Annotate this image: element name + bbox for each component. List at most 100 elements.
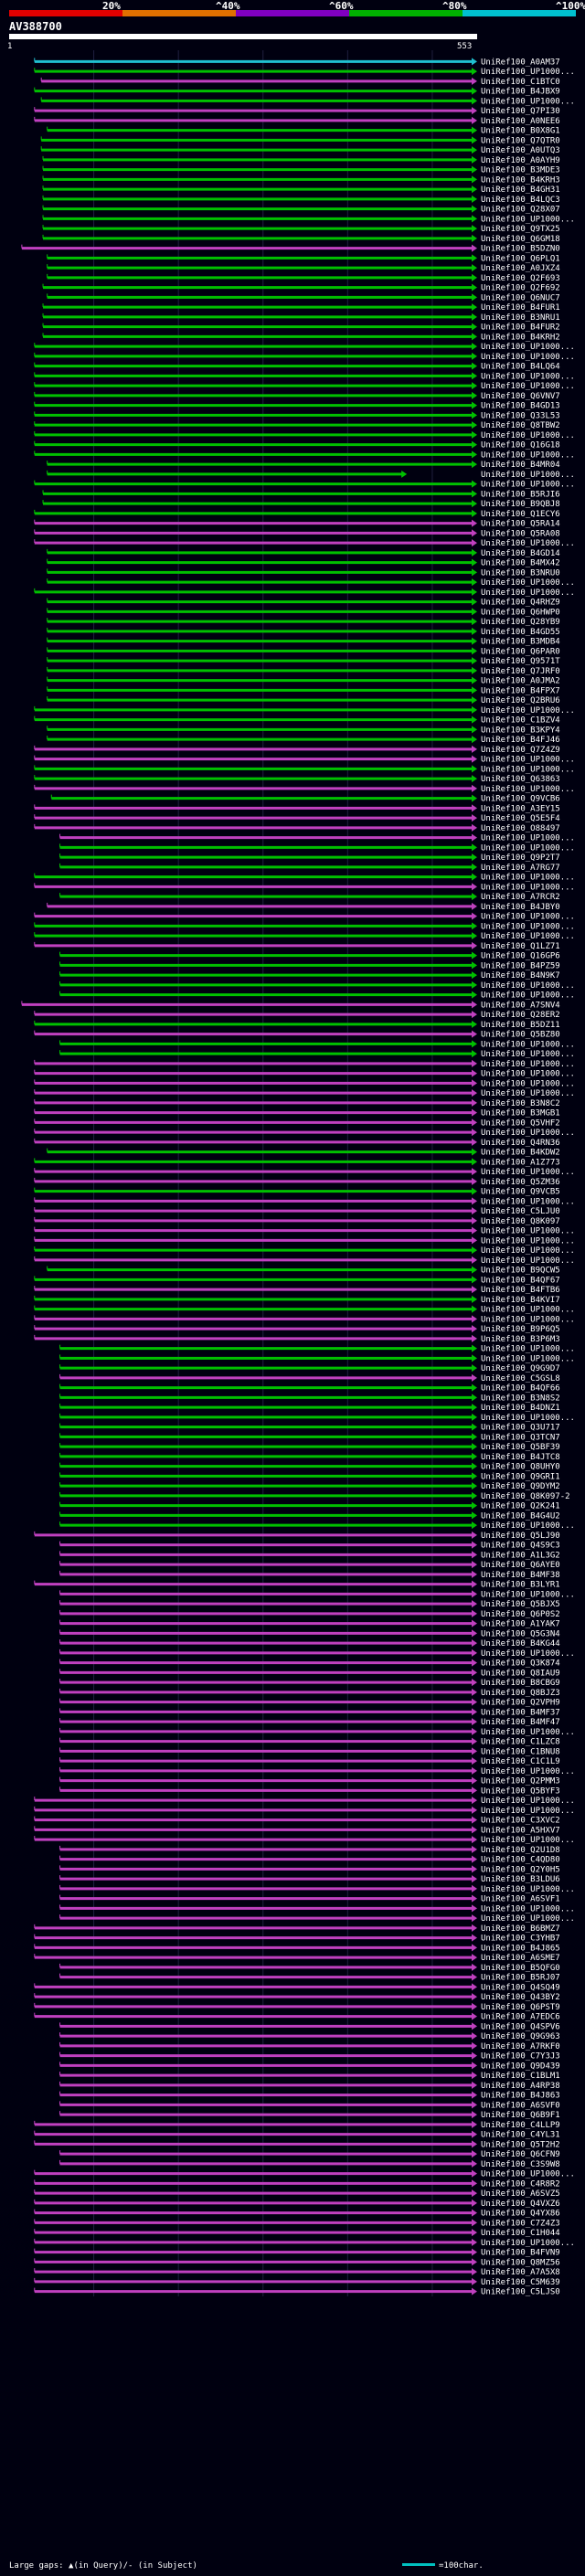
- hit-bar[interactable]: [59, 1976, 473, 1979]
- hit-bar[interactable]: [59, 1897, 473, 1901]
- hit-bar[interactable]: [34, 2221, 473, 2224]
- hit-bar[interactable]: [59, 973, 473, 977]
- hit-bar[interactable]: [34, 443, 473, 447]
- hit-label[interactable]: UniRef100_UP1000...: [481, 1728, 575, 1737]
- hit-label[interactable]: UniRef100_C3S9W8: [481, 2160, 560, 2169]
- hit-bar[interactable]: [34, 59, 473, 63]
- hit-label[interactable]: UniRef100_UP1000...: [481, 1236, 575, 1246]
- hit-bar[interactable]: [59, 1553, 473, 1556]
- hit-bar[interactable]: [59, 1622, 473, 1626]
- hit-bar[interactable]: [59, 1680, 473, 1684]
- hit-bar[interactable]: [34, 758, 473, 761]
- hit-bar[interactable]: [43, 227, 473, 230]
- hit-label[interactable]: UniRef100_B5DZN0: [481, 245, 560, 254]
- hit-bar[interactable]: [43, 492, 473, 495]
- hit-label[interactable]: UniRef100_Q1ECY6: [481, 510, 560, 519]
- hit-label[interactable]: UniRef100_B3KPY4: [481, 726, 560, 735]
- hit-bar[interactable]: [34, 2005, 473, 2009]
- hit-bar[interactable]: [59, 1445, 473, 1448]
- hit-bar[interactable]: [59, 1426, 473, 1429]
- hit-label[interactable]: UniRef100_Q5VHF2: [481, 1118, 560, 1128]
- hit-bar[interactable]: [21, 247, 473, 250]
- hit-label[interactable]: UniRef100_B4G4U2: [481, 1511, 560, 1521]
- hit-bar[interactable]: [59, 2044, 473, 2048]
- hit-bar[interactable]: [47, 1150, 473, 1154]
- hit-label[interactable]: UniRef100_Q9D439: [481, 2062, 560, 2071]
- hit-label[interactable]: UniRef100_Q2Y0H5: [481, 1865, 560, 1874]
- hit-bar[interactable]: [59, 983, 473, 987]
- hit-label[interactable]: UniRef100_UP1000...: [481, 588, 575, 598]
- hit-label[interactable]: UniRef100_Q16GP6: [481, 952, 560, 961]
- hit-label[interactable]: UniRef100_UP1000...: [481, 1168, 575, 1177]
- hit-label[interactable]: UniRef100_A0UTQ3: [481, 146, 560, 155]
- hit-label[interactable]: UniRef100_Q6P0S2: [481, 1610, 560, 1619]
- hit-bar[interactable]: [59, 1749, 473, 1753]
- hit-label[interactable]: UniRef100_UP1000...: [481, 1246, 575, 1256]
- hit-label[interactable]: UniRef100_C1BLM1: [481, 2072, 560, 2081]
- hit-bar[interactable]: [34, 1926, 473, 1930]
- hit-bar[interactable]: [34, 875, 473, 879]
- hit-label[interactable]: UniRef100_A4RP38: [481, 2082, 560, 2091]
- hit-bar[interactable]: [43, 286, 473, 290]
- hit-bar[interactable]: [59, 1455, 473, 1458]
- hit-label[interactable]: UniRef100_B4QF67: [481, 1276, 560, 1285]
- hit-label[interactable]: UniRef100_Q8K097: [481, 1217, 560, 1226]
- hit-bar[interactable]: [47, 620, 473, 623]
- hit-label[interactable]: UniRef100_B4MF37: [481, 1708, 560, 1717]
- hit-bar[interactable]: [59, 836, 473, 840]
- hit-bar[interactable]: [21, 1002, 473, 1006]
- hit-label[interactable]: UniRef100_UP1000...: [481, 883, 575, 892]
- hit-bar[interactable]: [47, 688, 473, 692]
- hit-label[interactable]: UniRef100_UP1000...: [481, 1306, 575, 1315]
- hit-label[interactable]: UniRef100_B4MF47: [481, 1718, 560, 1727]
- hit-bar[interactable]: [34, 413, 473, 417]
- hit-bar[interactable]: [43, 502, 473, 505]
- hit-label[interactable]: UniRef100_Q7QTR0: [481, 136, 560, 145]
- hit-label[interactable]: UniRef100_B4FPX7: [481, 686, 560, 695]
- hit-label[interactable]: UniRef100_B4DNZ1: [481, 1404, 560, 1413]
- hit-label[interactable]: UniRef100_UP1000...: [481, 1807, 575, 1816]
- hit-bar[interactable]: [34, 1533, 473, 1537]
- hit-label[interactable]: UniRef100_UP1000...: [481, 1885, 575, 1894]
- hit-bar[interactable]: [34, 1277, 473, 1281]
- hit-bar[interactable]: [34, 2142, 473, 2146]
- hit-label[interactable]: UniRef100_Q9DYM2: [481, 1482, 560, 1491]
- hit-label[interactable]: UniRef100_UP1000...: [481, 343, 575, 352]
- hit-bar[interactable]: [34, 374, 473, 377]
- hit-label[interactable]: UniRef100_A3EY15: [481, 804, 560, 813]
- hit-label[interactable]: UniRef100_Q5RA14: [481, 520, 560, 529]
- hit-label[interactable]: UniRef100_A6SVF0: [481, 2101, 560, 2110]
- hit-bar[interactable]: [47, 600, 473, 604]
- hit-bar[interactable]: [59, 1887, 473, 1891]
- hit-bar[interactable]: [34, 1120, 473, 1124]
- hit-bar[interactable]: [34, 590, 473, 594]
- hit-label[interactable]: UniRef100_A6SVF1: [481, 1895, 560, 1904]
- hit-bar[interactable]: [59, 1395, 473, 1399]
- hit-bar[interactable]: [34, 1180, 473, 1183]
- hit-label[interactable]: UniRef100_UP1000...: [481, 756, 575, 765]
- hit-bar[interactable]: [34, 1081, 473, 1085]
- hit-bar[interactable]: [34, 767, 473, 770]
- hit-bar[interactable]: [34, 1828, 473, 1831]
- hit-bar[interactable]: [34, 1140, 473, 1144]
- hit-label[interactable]: UniRef100_A0NEE6: [481, 117, 560, 126]
- hit-bar[interactable]: [34, 2251, 473, 2254]
- hit-bar[interactable]: [34, 119, 473, 122]
- hit-bar[interactable]: [59, 1612, 473, 1616]
- hit-bar[interactable]: [59, 1415, 473, 1419]
- hit-bar[interactable]: [34, 452, 473, 456]
- hit-bar[interactable]: [59, 1740, 473, 1744]
- hit-label[interactable]: UniRef100_UP1000...: [481, 834, 575, 843]
- hit-bar[interactable]: [59, 1494, 473, 1498]
- hit-label[interactable]: UniRef100_UP1000...: [481, 1129, 575, 1138]
- hit-label[interactable]: UniRef100_B3LYR1: [481, 1581, 560, 1590]
- hit-label[interactable]: UniRef100_A5HXV7: [481, 1826, 560, 1835]
- hit-label[interactable]: UniRef100_B9QBJ8: [481, 500, 560, 509]
- hit-label[interactable]: UniRef100_UP1000...: [481, 1354, 575, 1363]
- hit-label[interactable]: UniRef100_UP1000...: [481, 215, 575, 224]
- hit-label[interactable]: UniRef100_B4KDW2: [481, 1149, 560, 1158]
- hit-label[interactable]: UniRef100_A1L3G2: [481, 1551, 560, 1560]
- hit-bar[interactable]: [43, 158, 473, 162]
- hit-bar[interactable]: [59, 1720, 473, 1723]
- hit-bar[interactable]: [34, 365, 473, 368]
